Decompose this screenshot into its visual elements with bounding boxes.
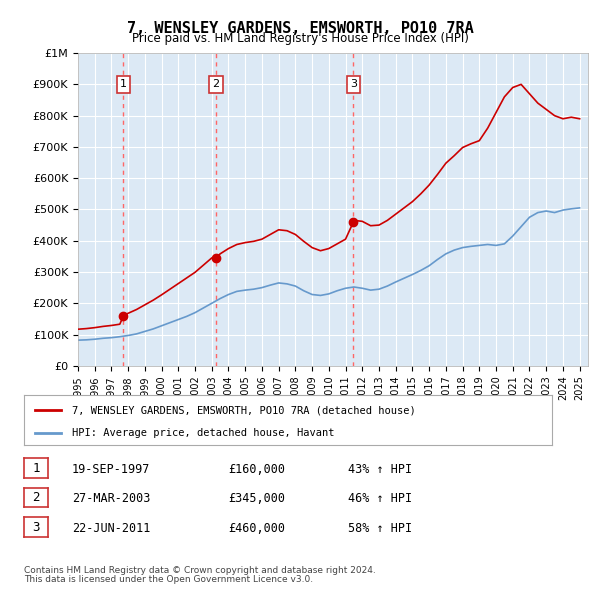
Text: 2: 2 [32,491,40,504]
Text: 7, WENSLEY GARDENS, EMSWORTH, PO10 7RA: 7, WENSLEY GARDENS, EMSWORTH, PO10 7RA [127,21,473,35]
Text: £345,000: £345,000 [228,492,285,505]
Text: 1: 1 [32,461,40,475]
Text: 43% ↑ HPI: 43% ↑ HPI [348,463,412,476]
Text: £460,000: £460,000 [228,522,285,535]
Text: 22-JUN-2011: 22-JUN-2011 [72,522,151,535]
Text: HPI: Average price, detached house, Havant: HPI: Average price, detached house, Hava… [71,428,334,438]
Text: 19-SEP-1997: 19-SEP-1997 [72,463,151,476]
Text: 27-MAR-2003: 27-MAR-2003 [72,492,151,505]
Text: Price paid vs. HM Land Registry's House Price Index (HPI): Price paid vs. HM Land Registry's House … [131,32,469,45]
Text: 3: 3 [32,520,40,534]
Text: 2: 2 [212,80,220,89]
Text: 46% ↑ HPI: 46% ↑ HPI [348,492,412,505]
Text: Contains HM Land Registry data © Crown copyright and database right 2024.: Contains HM Land Registry data © Crown c… [24,566,376,575]
Text: 58% ↑ HPI: 58% ↑ HPI [348,522,412,535]
Text: 1: 1 [120,80,127,89]
Text: This data is licensed under the Open Government Licence v3.0.: This data is licensed under the Open Gov… [24,575,313,584]
Text: £160,000: £160,000 [228,463,285,476]
Text: 7, WENSLEY GARDENS, EMSWORTH, PO10 7RA (detached house): 7, WENSLEY GARDENS, EMSWORTH, PO10 7RA (… [71,405,415,415]
Text: 3: 3 [350,80,357,89]
